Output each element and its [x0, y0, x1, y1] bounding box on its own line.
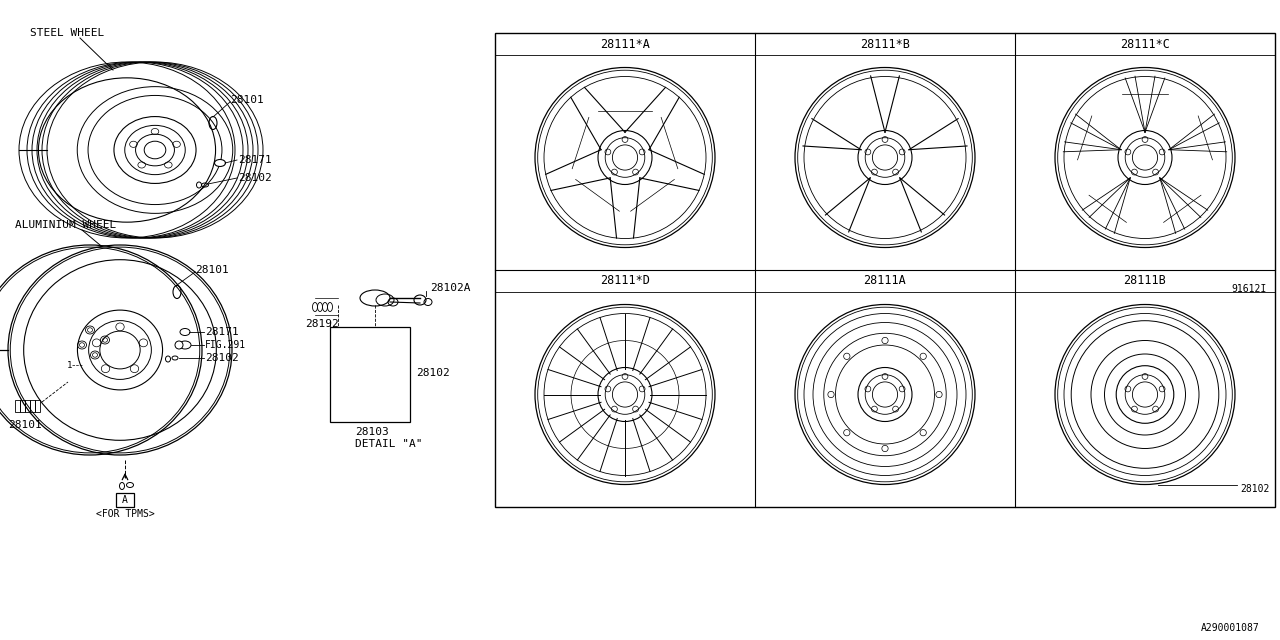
- Bar: [35, 400, 40, 412]
- Text: A290001087: A290001087: [1201, 623, 1260, 633]
- Text: 28111*D: 28111*D: [600, 275, 650, 287]
- Ellipse shape: [175, 341, 183, 349]
- Bar: [20, 400, 26, 412]
- Text: 28171: 28171: [205, 327, 239, 337]
- Text: 28111B: 28111B: [1124, 275, 1166, 287]
- Text: 28111*C: 28111*C: [1120, 38, 1170, 51]
- Text: <FOR TPMS>: <FOR TPMS>: [96, 509, 155, 519]
- Bar: [15, 400, 20, 412]
- Text: 28101: 28101: [195, 265, 229, 275]
- Text: 28102: 28102: [1240, 484, 1270, 494]
- Text: 28111A: 28111A: [864, 275, 906, 287]
- Bar: [29, 400, 35, 412]
- Text: 28101: 28101: [8, 420, 42, 430]
- Ellipse shape: [215, 159, 225, 166]
- Text: 28103: 28103: [355, 427, 389, 437]
- Bar: [26, 400, 29, 412]
- Text: 28171: 28171: [238, 155, 271, 165]
- Bar: [495, 33, 1275, 507]
- Text: 28192: 28192: [305, 319, 339, 329]
- Text: 28111*A: 28111*A: [600, 38, 650, 51]
- Ellipse shape: [179, 341, 191, 349]
- Text: STEEL WHEEL: STEEL WHEEL: [29, 28, 104, 38]
- Text: FIG.291: FIG.291: [205, 340, 246, 350]
- Text: DETAIL "A": DETAIL "A": [355, 439, 422, 449]
- Text: 28102: 28102: [205, 353, 239, 363]
- Text: ALUMINIUM WHEEL: ALUMINIUM WHEEL: [15, 220, 116, 230]
- Text: 28101: 28101: [230, 95, 264, 105]
- Bar: [116, 493, 134, 507]
- Text: A: A: [122, 495, 128, 505]
- Text: 1: 1: [67, 360, 73, 369]
- Text: 91612I: 91612I: [1231, 284, 1267, 294]
- Bar: [330, 327, 410, 422]
- Text: 28102: 28102: [416, 368, 449, 378]
- Text: 28102A: 28102A: [430, 283, 471, 293]
- Text: 28102: 28102: [238, 173, 271, 183]
- Text: 28111*B: 28111*B: [860, 38, 910, 51]
- Ellipse shape: [180, 328, 189, 335]
